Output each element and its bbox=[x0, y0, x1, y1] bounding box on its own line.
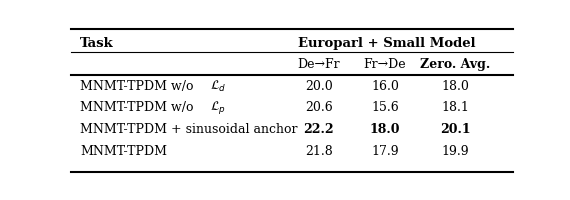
Text: 22.2: 22.2 bbox=[303, 123, 334, 136]
Text: 18.0: 18.0 bbox=[369, 123, 400, 136]
Text: Task: Task bbox=[80, 37, 114, 50]
Text: 16.0: 16.0 bbox=[371, 80, 399, 93]
Text: Fr→De: Fr→De bbox=[364, 58, 406, 71]
Text: 15.6: 15.6 bbox=[371, 101, 399, 114]
Text: 17.9: 17.9 bbox=[371, 145, 398, 158]
Text: 20.1: 20.1 bbox=[440, 123, 471, 136]
Text: $\mathcal{L}_{p}$: $\mathcal{L}_{p}$ bbox=[210, 99, 226, 116]
Text: $\mathcal{L}_{d}$: $\mathcal{L}_{d}$ bbox=[210, 79, 227, 94]
Text: De→Fr: De→Fr bbox=[298, 58, 340, 71]
Text: 19.9: 19.9 bbox=[442, 145, 469, 158]
Text: MNMT-TPDM + sinusoidal anchor: MNMT-TPDM + sinusoidal anchor bbox=[80, 123, 298, 136]
Text: 21.8: 21.8 bbox=[305, 145, 332, 158]
Text: MNMT-TPDM w/o: MNMT-TPDM w/o bbox=[80, 80, 198, 93]
Text: MNMT-TPDM w/o: MNMT-TPDM w/o bbox=[80, 101, 198, 114]
Text: 18.0: 18.0 bbox=[442, 80, 470, 93]
Text: Europarl + Small Model: Europarl + Small Model bbox=[298, 37, 476, 50]
Text: 20.6: 20.6 bbox=[305, 101, 332, 114]
Text: Zero. Avg.: Zero. Avg. bbox=[421, 58, 491, 71]
Text: 20.0: 20.0 bbox=[305, 80, 332, 93]
Text: 18.1: 18.1 bbox=[442, 101, 470, 114]
Text: MNMT-TPDM: MNMT-TPDM bbox=[80, 145, 167, 158]
